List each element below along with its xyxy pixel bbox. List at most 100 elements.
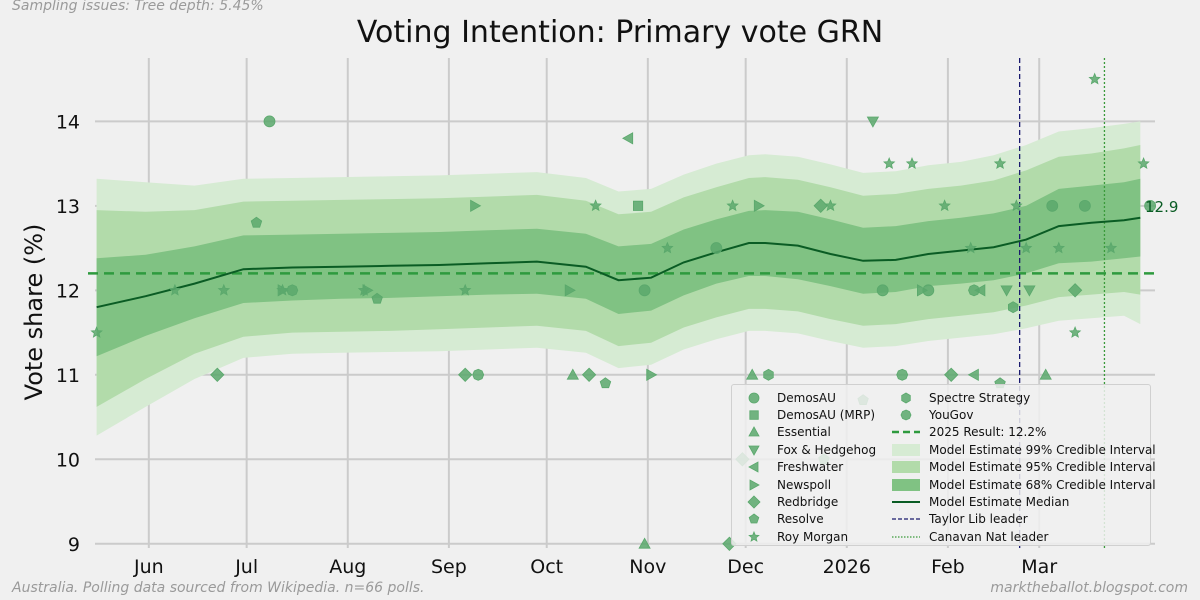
legend-item: Model Estimate 68% Credible Interval: [892, 476, 1156, 493]
poll-point: [905, 157, 919, 169]
poll-point: [90, 326, 103, 338]
poll-point: [566, 368, 579, 380]
legend-label: YouGov: [929, 407, 974, 422]
poll-point: [710, 242, 723, 254]
x-tick-label: Mar: [1021, 556, 1057, 578]
poll-point: [866, 116, 880, 128]
legend-item: Model Estimate 99% Credible Interval: [892, 441, 1156, 458]
poll-point: [974, 284, 986, 297]
poll-point: [357, 283, 371, 296]
poll-point: [876, 284, 889, 297]
x-tick-label: Dec: [727, 556, 764, 578]
legend-item: Taylor Lib leader: [892, 511, 1028, 528]
poll-point: [1010, 199, 1023, 212]
poll-point: [459, 283, 472, 296]
poll-point: [883, 157, 896, 169]
legend-swatch: [748, 513, 760, 524]
legend-swatch: [748, 426, 760, 437]
x-tick-label: Sep: [431, 556, 467, 578]
y-axis-label: Vote share (%): [20, 224, 48, 401]
poll-point: [1067, 283, 1083, 298]
legend-swatch: [748, 530, 760, 542]
chart-title: Voting Intention: Primary vote GRN: [357, 15, 883, 50]
legend-swatch: [892, 500, 920, 503]
legend-swatch: [892, 518, 920, 520]
legend-label: DemosAU: [777, 390, 836, 405]
legend-marker: [900, 409, 912, 421]
legend-label: Newspoll: [777, 477, 832, 492]
x-tick-label: Jul: [234, 556, 258, 578]
poll-point: [824, 199, 837, 212]
poll-point: [1104, 241, 1118, 254]
legend-swatch: [892, 431, 920, 434]
poll-point: [944, 367, 959, 382]
legend-label: Model Estimate 68% Credible Interval: [929, 477, 1156, 492]
y-tick-label: 12: [56, 280, 80, 302]
legend-swatch: [892, 461, 920, 474]
legend-label: Model Estimate 95% Credible Interval: [929, 460, 1156, 475]
poll-point: [1088, 72, 1101, 85]
poll-point: [917, 284, 929, 297]
legend-label: Model Estimate Median: [929, 494, 1070, 509]
legend-item: Fox & Hedgehog: [740, 441, 876, 458]
x-tick-label: Oct: [530, 556, 563, 578]
poll-point: [472, 368, 485, 381]
legend-label: Model Estimate 99% Credible Interval: [929, 442, 1156, 457]
poll-point: [458, 367, 473, 382]
legend-swatch: [901, 392, 911, 403]
legend-label: Spectre Strategy: [929, 390, 1031, 405]
poll-point: [263, 115, 276, 128]
legend-label: 2025 Result: 12.2%: [929, 425, 1047, 440]
poll-point: [371, 292, 383, 304]
legend-item: Resolve: [740, 511, 824, 528]
y-tick-label: 9: [68, 534, 80, 556]
poll-point: [210, 367, 225, 382]
x-tick-label: Feb: [931, 556, 965, 578]
legend-swatch: [892, 478, 920, 491]
footer-site: marktheballot.blogspot.com: [990, 580, 1188, 596]
legend-marker: [748, 392, 760, 403]
poll-point: [1023, 285, 1036, 297]
legend-item: DemosAU (MRP): [740, 406, 875, 423]
legend-item: Spectre Strategy: [892, 389, 1030, 406]
legend-swatch: [748, 392, 760, 403]
legend-marker: [901, 392, 911, 403]
legend-item: 2025 Result: 12.2%: [892, 424, 1046, 441]
poll-point: [589, 199, 602, 212]
poll-point: [1052, 241, 1065, 254]
poll-point: [896, 368, 909, 381]
legend-marker: [748, 461, 759, 473]
legend-label: Fox & Hedgehog: [777, 442, 877, 457]
poll-points: [90, 72, 1157, 551]
x-tick-label: Aug: [329, 556, 366, 578]
end-value-label: 12.9: [1145, 198, 1178, 216]
poll-point: [646, 368, 658, 381]
x-tick-label: Jun: [133, 556, 164, 578]
poll-point: [217, 283, 231, 296]
y-tick-label: 14: [56, 111, 80, 133]
y-tick-label: 13: [56, 196, 80, 218]
legend-item: Model Estimate Median: [892, 493, 1069, 510]
legend-label: Essential: [777, 425, 831, 440]
legend-patch: [892, 478, 920, 491]
axis-ticks: 9 10 11 12 13 14 Jun Jul Aug Sep Oct Nov Dec 2026 Feb M…: [56, 111, 1058, 578]
x-tick-label: 2026: [823, 556, 871, 578]
poll-point: [470, 199, 482, 212]
x-tick-label: Nov: [629, 556, 666, 578]
legend-marker: [749, 478, 760, 491]
legend-label: Redbridge: [777, 494, 839, 509]
poll-point: [661, 241, 674, 254]
legend-item: YouGov: [892, 406, 973, 423]
legend-item: Redbridge: [740, 493, 838, 510]
poll-point: [967, 368, 979, 381]
legend-swatch: [892, 536, 920, 538]
legend-marker: [748, 426, 760, 437]
legend-swatch: [749, 410, 759, 420]
legend-swatch: [892, 443, 920, 456]
poll-point: [633, 200, 644, 211]
poll-point: [1008, 301, 1019, 314]
poll-point: [1039, 368, 1052, 380]
legend-swatch: [749, 478, 760, 491]
y-tick-label: 10: [56, 449, 80, 471]
poll-point: [726, 199, 739, 212]
